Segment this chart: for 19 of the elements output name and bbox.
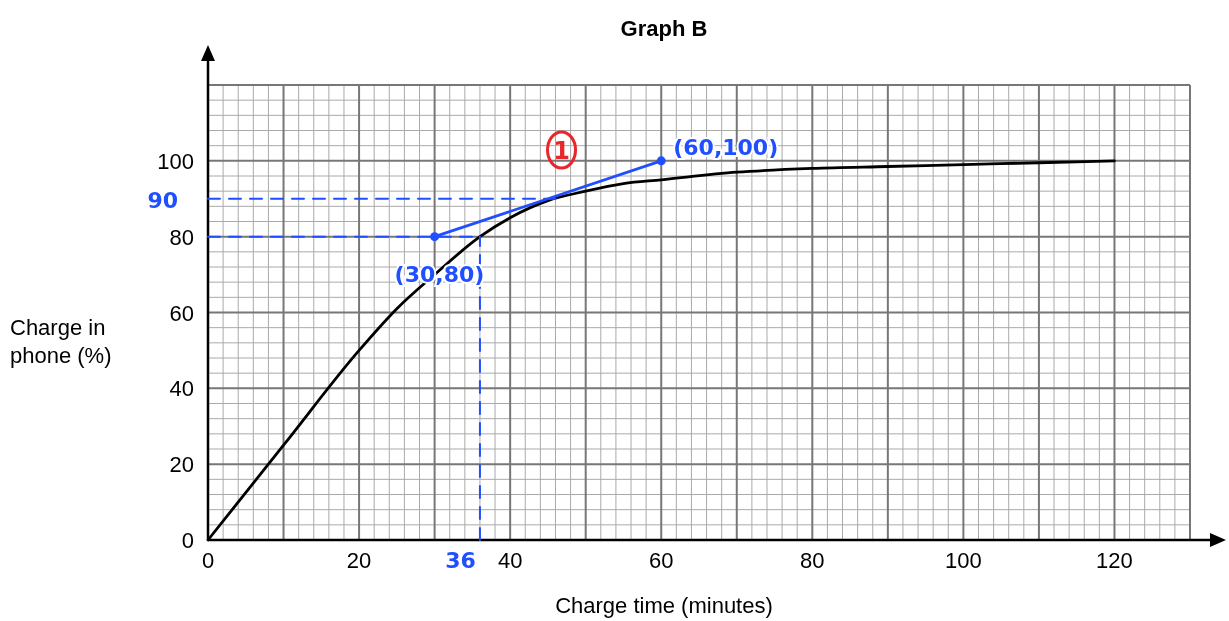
y-axis-title: Charge in phone (%)	[10, 315, 112, 368]
y-tick-label: 40	[169, 376, 194, 402]
x-axis-title: Charge time (minutes)	[555, 593, 773, 618]
y-tick-label: 80	[169, 224, 194, 250]
x-tick-label: 120	[1096, 548, 1133, 573]
x-tick-label: 60	[648, 548, 674, 573]
y-tick-label: 100	[157, 148, 194, 174]
annotation: 1	[553, 137, 570, 165]
annotation: 36	[445, 548, 476, 573]
x-tick-label: 100	[945, 548, 982, 573]
x-tick-label: 80	[800, 548, 825, 573]
y-tick-label: 0	[181, 528, 194, 553]
x-tick-label: 20	[346, 548, 372, 573]
y-tick-label: 20	[169, 452, 194, 478]
annotation: 90	[147, 187, 178, 213]
x-tick-label: 40	[497, 548, 523, 573]
x-tick-label: 0	[201, 548, 215, 573]
chart-title: Graph B	[620, 16, 708, 41]
y-tick-label: 60	[169, 300, 194, 326]
